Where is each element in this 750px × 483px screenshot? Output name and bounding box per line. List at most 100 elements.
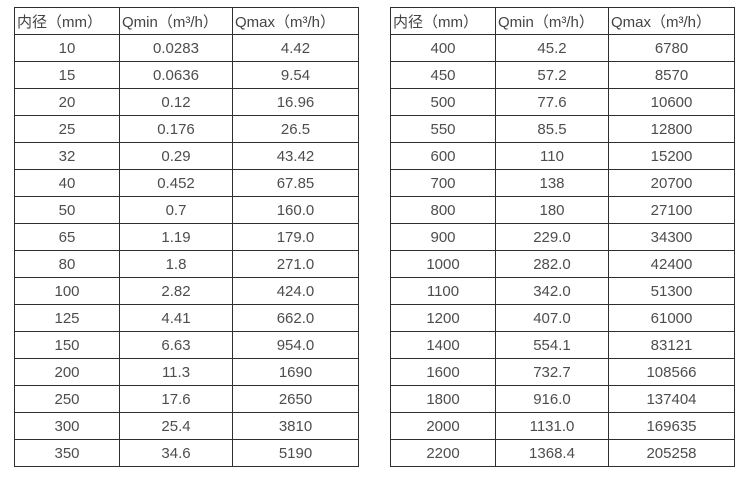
qmax-cell: 34300 — [608, 223, 735, 251]
qmax-cell: 67.85 — [232, 169, 359, 197]
table-row: 20 0.12 16.96 — [14, 88, 359, 116]
qmin-cell: 1.8 — [119, 250, 233, 278]
table-row: 500 77.6 10600 — [390, 88, 735, 116]
column-header: 内径（mm） — [390, 7, 496, 35]
qmin-cell: 180 — [495, 196, 609, 224]
table-row: 15 0.0636 9.54 — [14, 61, 359, 89]
diameter-cell: 80 — [14, 250, 120, 278]
diameter-cell: 1400 — [390, 331, 496, 359]
diameter-cell: 65 — [14, 223, 120, 251]
diameter-cell: 400 — [390, 34, 496, 62]
qmin-cell: 0.29 — [119, 142, 233, 170]
diameter-cell: 2200 — [390, 439, 496, 467]
table-row: 350 34.6 5190 — [14, 439, 359, 467]
qmax-cell: 26.5 — [232, 115, 359, 143]
flow-rate-table-large-diameters: 内径（mm） Qmin（m³/h） Qmax（m³/h） 400 45.2 6780 45… — [390, 7, 735, 467]
qmin-cell: 554.1 — [495, 331, 609, 359]
qmax-cell: 12800 — [608, 115, 735, 143]
table-row: 700 138 20700 — [390, 169, 735, 197]
diameter-cell: 1000 — [390, 250, 496, 278]
qmin-cell: 110 — [495, 142, 609, 170]
table-row: 25 0.176 26.5 — [14, 115, 359, 143]
diameter-cell: 10 — [14, 34, 120, 62]
qmax-cell: 8570 — [608, 61, 735, 89]
qmin-cell: 2.82 — [119, 277, 233, 305]
qmin-cell: 1131.0 — [495, 412, 609, 440]
qmax-cell: 169635 — [608, 412, 735, 440]
qmax-cell: 83121 — [608, 331, 735, 359]
diameter-cell: 15 — [14, 61, 120, 89]
qmax-cell: 20700 — [608, 169, 735, 197]
diameter-cell: 1100 — [390, 277, 496, 305]
diameter-cell: 40 — [14, 169, 120, 197]
diameter-cell: 150 — [14, 331, 120, 359]
qmax-cell: 4.42 — [232, 34, 359, 62]
table-row: 300 25.4 3810 — [14, 412, 359, 440]
diameter-cell: 900 — [390, 223, 496, 251]
diameter-cell: 600 — [390, 142, 496, 170]
diameter-cell: 25 — [14, 115, 120, 143]
column-header: Qmin（m³/h） — [119, 7, 233, 35]
qmax-cell: 6780 — [608, 34, 735, 62]
diameter-cell: 450 — [390, 61, 496, 89]
table-row: 250 17.6 2650 — [14, 385, 359, 413]
qmin-cell: 0.452 — [119, 169, 233, 197]
qmin-cell: 0.176 — [119, 115, 233, 143]
table-row: 800 180 27100 — [390, 196, 735, 224]
diameter-cell: 300 — [14, 412, 120, 440]
table-row: 550 85.5 12800 — [390, 115, 735, 143]
qmin-cell: 25.4 — [119, 412, 233, 440]
diameter-cell: 125 — [14, 304, 120, 332]
qmax-cell: 51300 — [608, 277, 735, 305]
table-row: 125 4.41 662.0 — [14, 304, 359, 332]
qmin-cell: 17.6 — [119, 385, 233, 413]
table-row: 1600 732.7 108566 — [390, 358, 735, 386]
qmin-cell: 4.41 — [119, 304, 233, 332]
diameter-cell: 550 — [390, 115, 496, 143]
table-row: 1400 554.1 83121 — [390, 331, 735, 359]
qmin-cell: 282.0 — [495, 250, 609, 278]
qmin-cell: 77.6 — [495, 88, 609, 116]
qmax-cell: 662.0 — [232, 304, 359, 332]
table-row: 400 45.2 6780 — [390, 34, 735, 62]
diameter-cell: 1600 — [390, 358, 496, 386]
qmax-cell: 1690 — [232, 358, 359, 386]
qmax-cell: 10600 — [608, 88, 735, 116]
qmax-cell: 424.0 — [232, 277, 359, 305]
qmax-cell: 5190 — [232, 439, 359, 467]
qmax-cell: 160.0 — [232, 196, 359, 224]
diameter-cell: 250 — [14, 385, 120, 413]
qmin-cell: 34.6 — [119, 439, 233, 467]
header-row: 内径（mm） Qmin（m³/h） Qmax（m³/h） — [390, 7, 735, 35]
qmin-cell: 407.0 — [495, 304, 609, 332]
diameter-cell: 50 — [14, 196, 120, 224]
column-header: 内径（mm） — [14, 7, 120, 35]
table-row: 200 11.3 1690 — [14, 358, 359, 386]
header-row: 内径（mm） Qmin（m³/h） Qmax（m³/h） — [14, 7, 359, 35]
flow-rate-tables: 内径（mm） Qmin（m³/h） Qmax（m³/h） 10 0.0283 4.42 1… — [14, 7, 735, 467]
qmax-cell: 27100 — [608, 196, 735, 224]
table-row: 1200 407.0 61000 — [390, 304, 735, 332]
qmin-cell: 0.0636 — [119, 61, 233, 89]
diameter-cell: 20 — [14, 88, 120, 116]
qmin-cell: 916.0 — [495, 385, 609, 413]
table-row: 1000 282.0 42400 — [390, 250, 735, 278]
diameter-cell: 500 — [390, 88, 496, 116]
qmin-cell: 138 — [495, 169, 609, 197]
diameter-cell: 1200 — [390, 304, 496, 332]
table-row: 2200 1368.4 205258 — [390, 439, 735, 467]
diameter-cell: 800 — [390, 196, 496, 224]
diameter-cell: 700 — [390, 169, 496, 197]
qmax-cell: 205258 — [608, 439, 735, 467]
table-row: 900 229.0 34300 — [390, 223, 735, 251]
qmax-cell: 61000 — [608, 304, 735, 332]
qmin-cell: 6.63 — [119, 331, 233, 359]
qmin-cell: 229.0 — [495, 223, 609, 251]
qmax-cell: 271.0 — [232, 250, 359, 278]
diameter-cell: 32 — [14, 142, 120, 170]
table-row: 80 1.8 271.0 — [14, 250, 359, 278]
diameter-cell: 200 — [14, 358, 120, 386]
qmax-cell: 2650 — [232, 385, 359, 413]
qmax-cell: 137404 — [608, 385, 735, 413]
table-row: 40 0.452 67.85 — [14, 169, 359, 197]
